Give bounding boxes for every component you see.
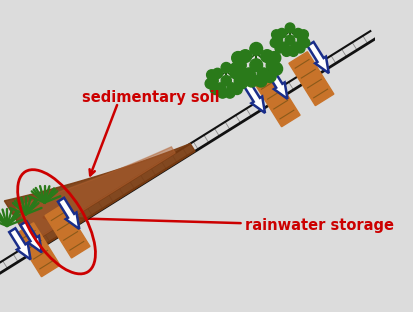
Circle shape [221,62,231,73]
Circle shape [230,62,242,75]
Circle shape [257,68,270,80]
Circle shape [250,42,263,55]
Circle shape [261,50,273,62]
Circle shape [270,62,282,75]
Polygon shape [244,82,265,113]
Circle shape [289,47,298,56]
Circle shape [250,59,263,71]
Circle shape [210,84,221,95]
Circle shape [230,68,240,79]
Circle shape [218,88,228,98]
Circle shape [215,83,225,93]
Circle shape [277,28,287,38]
Circle shape [245,74,258,87]
Circle shape [232,84,242,95]
Circle shape [280,42,290,51]
Polygon shape [45,204,90,258]
Polygon shape [20,221,42,252]
Circle shape [273,35,282,45]
Circle shape [263,70,276,82]
Text: sedimentary soil: sedimentary soil [82,90,219,105]
Circle shape [285,35,295,45]
Circle shape [272,30,281,39]
Circle shape [300,38,310,47]
Circle shape [297,35,307,45]
Polygon shape [5,144,195,251]
Circle shape [221,76,231,86]
Polygon shape [9,228,31,260]
Polygon shape [289,52,334,106]
Polygon shape [307,42,329,73]
Circle shape [205,79,215,89]
Circle shape [239,50,252,62]
Polygon shape [255,73,300,127]
Circle shape [275,43,285,53]
Polygon shape [266,68,287,99]
Circle shape [295,43,305,53]
Circle shape [291,42,300,51]
Circle shape [268,51,281,64]
Circle shape [254,74,267,87]
Circle shape [293,28,303,38]
Circle shape [206,70,217,80]
Circle shape [208,76,218,86]
Circle shape [233,59,246,71]
Circle shape [237,79,247,89]
Circle shape [225,88,235,98]
Text: rainwater storage: rainwater storage [245,217,394,232]
Circle shape [282,47,291,56]
Circle shape [242,68,255,80]
Circle shape [299,30,309,39]
Circle shape [234,76,244,86]
Circle shape [232,51,244,64]
Circle shape [285,23,295,32]
Circle shape [236,70,249,82]
Polygon shape [58,198,79,229]
Circle shape [227,83,237,93]
Polygon shape [16,147,175,240]
Circle shape [270,38,280,47]
Circle shape [212,68,223,79]
Circle shape [266,59,279,71]
Circle shape [236,70,246,80]
Polygon shape [15,223,60,277]
